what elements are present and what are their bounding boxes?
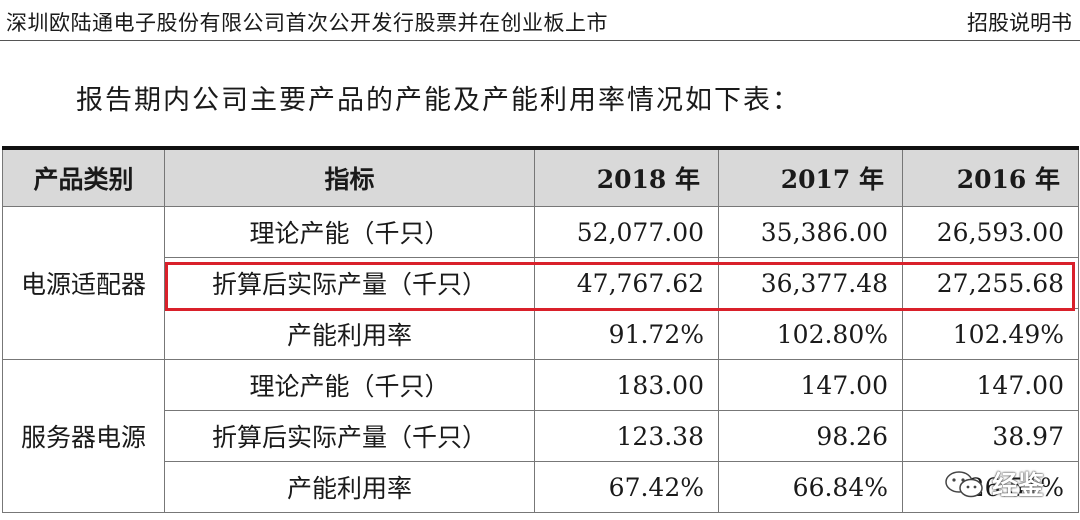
value-2016: 147.00 [902,359,1079,411]
doc-type: 招股说明书 [967,11,1072,35]
value-2018: 123.38 [534,410,719,462]
value-2016: 26,593.00 [902,206,1079,258]
table-row: 产能利用率 67.42% 66.84% 26.51% [3,461,1079,513]
metric-cell: 产能利用率 [164,461,535,513]
col-header-2016: 2016 年 [902,147,1079,207]
table-row: 折算后实际产量（千只） 123.38 98.26 38.97 [3,410,1079,462]
metric-cell: 理论产能（千只） [164,206,535,258]
value-2018: 47,767.62 [534,257,719,309]
wechat-icon [945,470,983,497]
category-cell: 服务器电源 [2,359,165,513]
metric-cell: 折算后实际产量（千只） [164,257,535,309]
capacity-table: 产品类别 指标 2018 年 2017 年 2016 年 电源适配器 理论产能（… [2,146,1079,513]
metric-cell: 理论产能（千只） [164,359,535,411]
intro-text: 报告期内公司主要产品的产能及产能利用率情况如下表： [76,85,801,116]
value-2017: 147.00 [718,359,903,411]
value-2016: 102.49% [902,308,1079,360]
page-header: 深圳欧陆通电子股份有限公司首次公开发行股票并在创业板上市 招股说明书 [0,0,1080,41]
value-2017: 66.84% [718,461,903,513]
value-2018: 183.00 [534,359,719,411]
col-header-2018: 2018 年 [534,147,719,207]
value-2016: 27,255.68 [902,257,1079,309]
col-header-category: 产品类别 [2,147,165,207]
value-2017: 102.80% [718,308,903,360]
value-2016: 26.51% [902,461,1079,513]
col-header-2017: 2017 年 [718,147,903,207]
metric-cell: 产能利用率 [164,308,535,360]
table-row: 电源适配器 理论产能（千只） 52,077.00 35,386.00 26,59… [2,206,1079,360]
value-2017: 35,386.00 [718,206,903,258]
value-2016: 38.97 [902,410,1079,462]
value-2017: 98.26 [718,410,903,462]
table-row: 产能利用率 91.72% 102.80% 102.49% [3,308,1079,360]
watermark-text: 经鉴 [991,471,1044,501]
value-2018: 67.42% [534,461,719,513]
value-2018: 52,077.00 [534,206,719,258]
table-row-highlighted: 折算后实际产量（千只） 47,767.62 36,377.48 27,255.6… [3,257,1079,309]
table-row: 服务器电源 理论产能（千只） 183.00 147.00 147.00 [2,359,1079,513]
company-line: 深圳欧陆通电子股份有限公司首次公开发行股票并在创业板上市 [6,11,608,35]
watermark: 经鉴 [944,465,1044,502]
value-2017: 36,377.48 [718,257,903,309]
category-cell: 电源适配器 [2,206,165,360]
value-2018: 91.72% [534,308,719,360]
metric-cell: 折算后实际产量（千只） [164,410,535,462]
table-header-row: 产品类别 指标 2018 年 2017 年 2016 年 [2,147,1079,207]
col-header-metric: 指标 [164,147,535,207]
